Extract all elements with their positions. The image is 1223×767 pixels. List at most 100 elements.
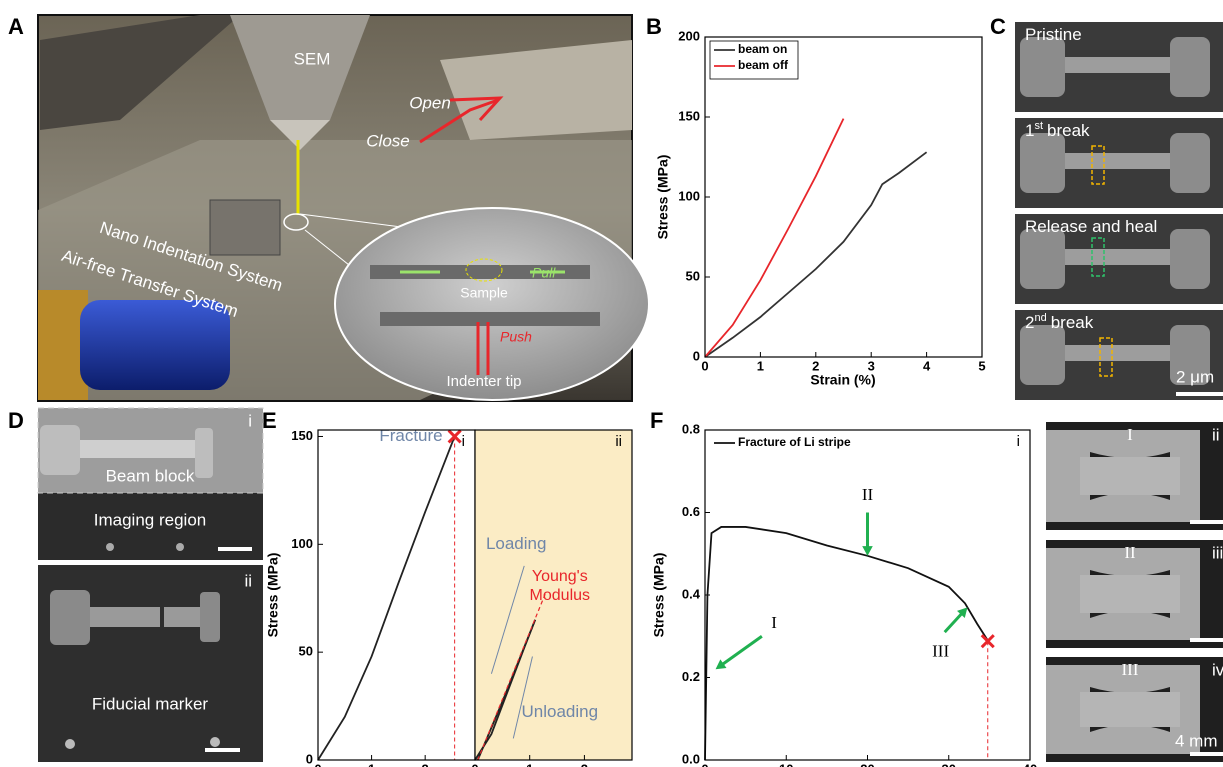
fracture-marker (982, 635, 994, 647)
block (1170, 229, 1210, 289)
tag: ii (244, 571, 252, 590)
label: Pull (532, 265, 556, 281)
x-tick-label: 5 (978, 358, 985, 373)
text: 2 (1025, 313, 1034, 332)
x-tick-label: 20 (860, 761, 874, 767)
panel-tag: ii (615, 433, 622, 450)
line (318, 436, 455, 760)
x-axis-label: Strain (%) (810, 372, 875, 388)
stage-label: II (862, 485, 874, 504)
text: Pristine (1025, 25, 1082, 44)
figure: A B C D E F SEM Open Close Nano Indentat… (0, 0, 1223, 767)
x-tick-label: 1 (368, 761, 375, 767)
panel-label: F (650, 408, 663, 433)
text: break (1051, 313, 1094, 332)
panel-label: D (8, 408, 24, 433)
beam (1065, 57, 1170, 73)
y-tick-label: 100 (291, 536, 313, 551)
x-tick-label: 1 (526, 761, 533, 767)
x-tick-label: 4 (923, 358, 931, 373)
scale-label: 4 mm (1175, 731, 1218, 750)
illustration: SEM Open Close Nano Indentation System A… (38, 15, 649, 401)
stage: III (1122, 660, 1139, 679)
stage: II (1124, 543, 1136, 562)
label: Sample (460, 285, 508, 301)
annotation: Young's (532, 568, 588, 585)
y-tick-label: 50 (686, 268, 700, 283)
line (705, 152, 927, 357)
neck-body (1080, 692, 1180, 727)
label: Imaging region (94, 510, 206, 529)
y-axis-label: Stress (MPa) (265, 553, 281, 638)
tag: iv (1212, 660, 1223, 679)
arrow (722, 636, 762, 664)
y-tick-label: 0 (693, 348, 700, 363)
plot-frame (705, 430, 1030, 760)
x-tick-label: 0 (471, 761, 478, 767)
frame-label: Pristine (1025, 25, 1082, 44)
annotation: Fracture (379, 426, 442, 445)
y-tick-label: 150 (291, 428, 313, 443)
y-tick-label: 200 (678, 28, 700, 43)
label: Fiducial marker (92, 694, 209, 713)
y-tick-label: 50 (299, 644, 313, 659)
x-tick-label: 0 (701, 761, 708, 767)
plot-frame (318, 430, 475, 760)
panel-label: A (8, 14, 24, 39)
beam (1065, 153, 1170, 169)
panel-tag: i (462, 433, 465, 450)
block (1170, 133, 1210, 193)
panel-tag: i (1017, 433, 1020, 450)
x-tick-label: 2 (422, 761, 429, 767)
y-axis-label: Stress (MPa) (655, 155, 671, 240)
panel-label: E (262, 408, 277, 433)
annotation: Unloading (521, 702, 598, 721)
tag: i (248, 411, 252, 430)
y-tick-label: 0 (306, 751, 313, 766)
block (1020, 229, 1065, 289)
text: st (1034, 120, 1043, 132)
block (1020, 133, 1065, 193)
legend-label: Fracture of Li stripe (738, 435, 851, 449)
stage-label: I (771, 613, 777, 632)
label: Indenter tip (446, 373, 521, 390)
y-tick-label: 0.2 (682, 669, 700, 684)
line (705, 119, 844, 357)
y-tick-label: 100 (678, 188, 700, 203)
text: 1 (1025, 121, 1034, 140)
beam (1065, 345, 1170, 361)
text: Release and heal (1025, 217, 1157, 236)
label: Open (409, 93, 451, 112)
arrow (945, 613, 962, 632)
label: Push (500, 329, 532, 345)
panel-label: B (646, 14, 662, 39)
y-tick-label: 0.6 (682, 504, 700, 519)
block (1020, 37, 1065, 97)
neck-body (1080, 457, 1180, 495)
y-tick-label: 0.8 (682, 421, 700, 436)
x-tick-label: 0 (701, 358, 708, 373)
block (1170, 37, 1210, 97)
sem-images: i Beam block Imaging region ii Fiducial … (38, 408, 263, 762)
x-tick-label: 30 (942, 761, 956, 767)
panel-label: C (990, 14, 1006, 39)
legend-label: beam on (738, 42, 787, 56)
stage-label: III (932, 642, 949, 661)
y-tick-label: 0.4 (682, 586, 701, 601)
label: Close (366, 131, 409, 150)
fracture-marker (449, 430, 461, 442)
stage: I (1127, 425, 1133, 444)
annotation: Modulus (530, 587, 590, 604)
plot-frame (705, 37, 982, 357)
text: break (1047, 121, 1090, 140)
tag: iii (1212, 543, 1223, 562)
scale-label: 2 μm (1176, 367, 1214, 386)
x-tick-label: 2 (581, 761, 588, 767)
x-tick-label: 1 (757, 358, 764, 373)
legend-label: beam off (738, 58, 789, 72)
x-tick-label: 10 (779, 761, 793, 767)
x-tick-label: 40 (1023, 761, 1037, 767)
annotation: Loading (486, 534, 547, 553)
